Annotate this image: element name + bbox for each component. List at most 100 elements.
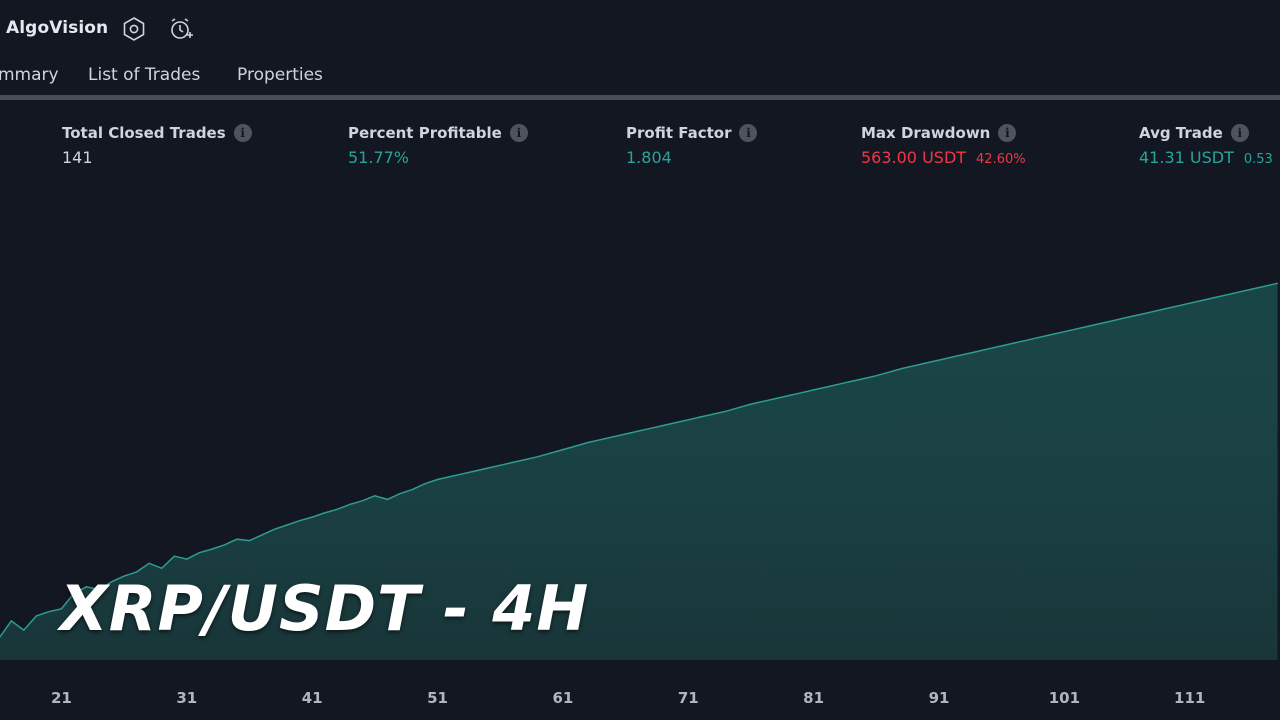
equity-point <box>1214 296 1216 299</box>
x-tick-label: 41 <box>302 689 323 707</box>
info-icon[interactable]: i <box>233 124 252 142</box>
x-tick-label: 21 <box>51 689 72 707</box>
equity-point <box>637 430 639 432</box>
equity-point <box>286 524 288 526</box>
equity-point <box>1001 345 1003 347</box>
equity-area <box>0 283 1278 660</box>
metric-avg-trade: Avg Trade i 41.31 USDT 0.53 <box>1139 124 1273 167</box>
equity-point <box>35 615 38 617</box>
metric-value: 41.31 USDT <box>1139 148 1234 167</box>
equity-point <box>361 500 363 502</box>
metric-total-closed-trades: Total Closed Trades i 141 <box>62 124 252 167</box>
equity-point <box>1013 342 1015 344</box>
equity-point <box>1164 308 1166 310</box>
equity-point <box>1063 331 1065 333</box>
equity-point <box>1276 282 1279 284</box>
equity-point <box>549 452 552 454</box>
x-tick-label: 71 <box>678 689 699 707</box>
equity-point <box>10 620 12 622</box>
tab-properties[interactable]: Properties <box>237 65 323 85</box>
tab-bar: mmary List of Trades Properties <box>0 56 1280 96</box>
equity-point <box>161 567 163 569</box>
x-tick-label: 111 <box>1174 689 1205 707</box>
equity-point <box>1076 328 1078 330</box>
strategy-header: AlgoVision <box>0 0 1280 56</box>
tab-performance-summary[interactable]: mmary <box>0 65 59 85</box>
equity-point <box>173 555 175 557</box>
equity-point <box>436 478 439 481</box>
divider <box>0 95 1280 100</box>
metric-percent: 0.53 <box>1243 152 1273 167</box>
metric-label: Max Drawdown <box>861 124 991 142</box>
equity-point <box>349 503 351 505</box>
equity-point <box>186 558 188 560</box>
tab-list-of-trades[interactable]: List of Trades <box>88 65 201 85</box>
info-icon[interactable]: i <box>509 124 528 142</box>
equity-point <box>913 365 915 367</box>
metric-percent: 42.60% <box>976 152 1026 167</box>
equity-point <box>950 356 953 358</box>
equity-point <box>788 395 790 397</box>
equity-point <box>574 445 577 447</box>
metric-value: 563.00 USDT <box>861 148 967 167</box>
metric-value: 141 <box>62 148 93 167</box>
equity-point <box>762 400 765 402</box>
equity-point <box>399 493 401 495</box>
equity-point <box>261 534 263 536</box>
equity-point <box>675 422 677 424</box>
equity-point <box>1151 311 1153 313</box>
x-tick-label: 81 <box>803 689 824 707</box>
equity-point <box>825 386 827 388</box>
equity-point <box>374 495 376 497</box>
equity-point <box>625 433 627 435</box>
equity-point <box>712 413 714 415</box>
gear-icon[interactable] <box>121 16 147 42</box>
info-icon[interactable]: i <box>739 124 758 142</box>
equity-point <box>148 562 150 564</box>
metric-label: Profit Factor <box>626 124 732 142</box>
equity-point <box>311 516 313 518</box>
equity-point <box>662 424 664 427</box>
equity-point <box>938 359 940 361</box>
alarm-clock-plus-icon[interactable] <box>168 16 194 42</box>
equity-point <box>875 375 877 377</box>
x-tick-label: 101 <box>1049 689 1080 707</box>
equity-point <box>537 456 539 458</box>
x-tick-label: 51 <box>427 689 448 707</box>
info-icon[interactable]: i <box>1230 124 1249 142</box>
equity-point <box>1201 299 1203 301</box>
equity-point <box>813 389 815 391</box>
equity-point <box>512 461 514 463</box>
strategy-name: AlgoVision <box>6 18 109 38</box>
equity-point <box>198 552 200 554</box>
equity-point <box>1176 305 1178 307</box>
equity-point <box>1251 288 1253 290</box>
equity-point <box>223 544 225 546</box>
equity-point <box>386 498 388 500</box>
equity-point <box>599 439 602 441</box>
equity-point <box>111 581 113 583</box>
metric-label: Avg Trade <box>1139 124 1223 142</box>
metric-max-drawdown: Max Drawdown i 563.00 USDT 42.60% <box>861 124 1026 167</box>
x-tick-label: 61 <box>552 689 573 707</box>
equity-point <box>1088 325 1090 327</box>
equity-point <box>73 592 75 594</box>
equity-point <box>336 508 338 510</box>
equity-point <box>750 403 752 405</box>
metric-profit-factor: Profit Factor i 1.804 <box>626 124 758 167</box>
equity-point <box>725 410 727 412</box>
equity-point <box>1239 291 1241 293</box>
equity-point <box>850 380 852 382</box>
equity-point <box>988 348 990 350</box>
equity-point <box>48 611 50 613</box>
equity-point <box>1264 285 1266 287</box>
equity-point <box>1051 333 1053 336</box>
equity-point <box>976 351 978 353</box>
equity-point <box>474 470 476 472</box>
equity-point <box>775 397 777 400</box>
info-icon[interactable]: i <box>998 124 1017 142</box>
equity-point <box>587 441 589 444</box>
equity-point <box>612 436 614 438</box>
x-tick-label: 31 <box>176 689 197 707</box>
